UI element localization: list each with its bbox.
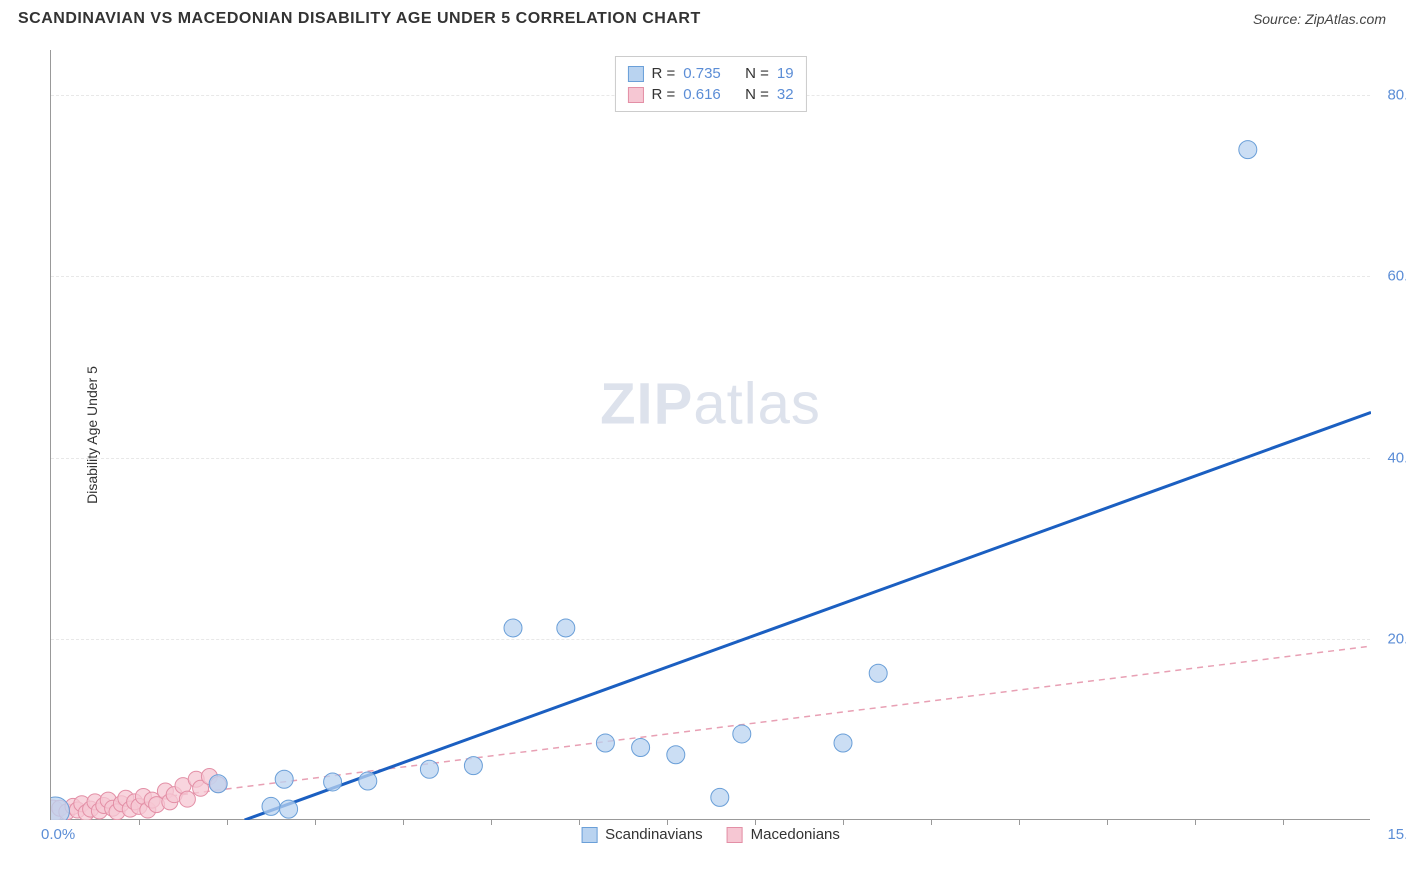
n-value-mac: 32	[777, 86, 794, 103]
legend-label-mac: Macedonians	[751, 826, 840, 843]
ytick-label: 20.0%	[1375, 630, 1406, 647]
scatter-point	[209, 775, 227, 793]
legend-row-scandinavians: R = 0.735 N = 19	[627, 63, 793, 84]
scatter-point	[324, 773, 342, 791]
scatter-point	[632, 739, 650, 757]
legend-swatch-mac-2	[727, 827, 743, 843]
legend-item-scandinavians: Scandinavians	[581, 826, 703, 843]
scatter-point	[1239, 141, 1257, 159]
ytick-label: 40.0%	[1375, 449, 1406, 466]
scatter-point	[596, 734, 614, 752]
x-axis-max-label: 15.0%	[1387, 826, 1406, 843]
plot-area: Disability Age Under 5 ZIPatlas 20.0%40.…	[50, 50, 1370, 820]
ytick-label: 80.0%	[1375, 87, 1406, 104]
scatter-point	[464, 757, 482, 775]
scatter-point	[504, 619, 522, 637]
trend-line	[245, 412, 1371, 820]
chart-container: Disability Age Under 5 ZIPatlas 20.0%40.…	[50, 50, 1370, 820]
r-value-mac: 0.616	[683, 86, 721, 103]
chart-header: SCANDINAVIAN VS MACEDONIAN DISABILITY AG…	[0, 0, 1406, 36]
scatter-point	[869, 664, 887, 682]
legend-swatch-scandinavians	[627, 66, 643, 82]
legend-series: Scandinavians Macedonians	[581, 826, 840, 843]
chart-source: Source: ZipAtlas.com	[1253, 11, 1386, 27]
chart-title: SCANDINAVIAN VS MACEDONIAN DISABILITY AG…	[18, 10, 701, 28]
scatter-point	[51, 797, 69, 820]
r-label-mac: R =	[651, 86, 675, 103]
r-label-scan: R =	[651, 65, 675, 82]
legend-label-scan: Scandinavians	[605, 826, 703, 843]
scatter-point	[262, 797, 280, 815]
legend-item-macedonians: Macedonians	[727, 826, 840, 843]
scatter-point	[420, 760, 438, 778]
legend-row-macedonians: R = 0.616 N = 32	[627, 84, 793, 105]
scatter-svg	[51, 50, 1371, 820]
scatter-point	[834, 734, 852, 752]
ytick-label: 60.0%	[1375, 268, 1406, 285]
n-label-scan: N =	[745, 65, 769, 82]
r-value-scan: 0.735	[683, 65, 721, 82]
scatter-point	[733, 725, 751, 743]
scatter-point	[711, 788, 729, 806]
scatter-point	[275, 770, 293, 788]
x-axis-min-label: 0.0%	[41, 826, 75, 843]
scatter-point	[359, 772, 377, 790]
n-label-mac: N =	[745, 86, 769, 103]
legend-correlation-box: R = 0.735 N = 19 R = 0.616 N = 32	[614, 56, 806, 112]
legend-swatch-scan-2	[581, 827, 597, 843]
scatter-point	[179, 791, 195, 807]
scatter-point	[667, 746, 685, 764]
n-value-scan: 19	[777, 65, 794, 82]
trend-line	[51, 646, 1371, 811]
legend-swatch-macedonians	[627, 87, 643, 103]
scatter-point	[280, 800, 298, 818]
scatter-point	[557, 619, 575, 637]
